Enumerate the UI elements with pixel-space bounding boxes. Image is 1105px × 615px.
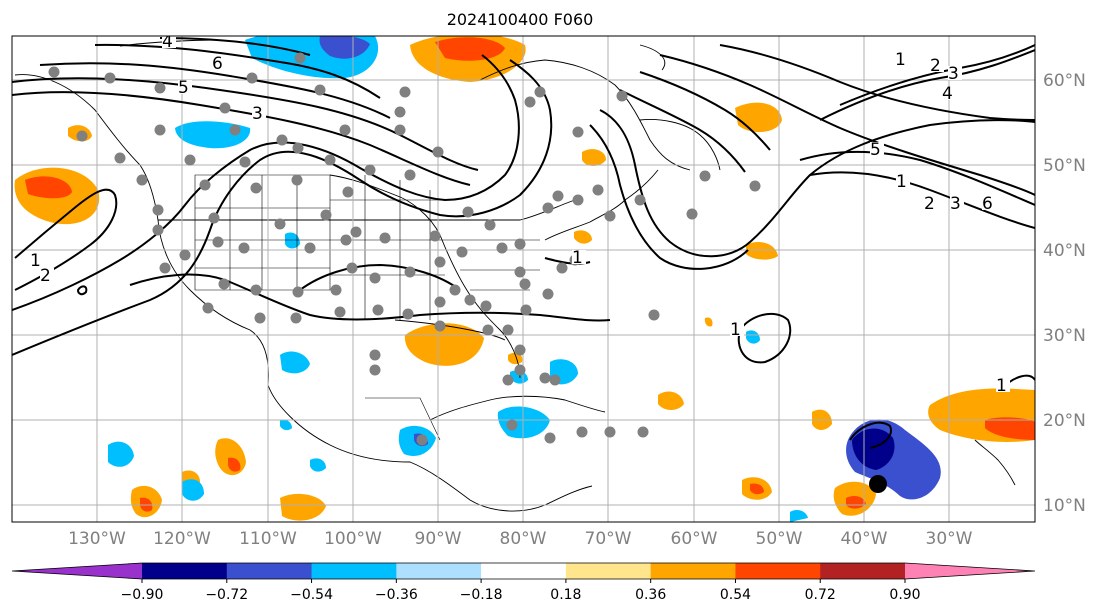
- colorbar-tick-label: −0.72: [205, 587, 248, 603]
- colorbar-tick-label: 0.54: [720, 587, 751, 603]
- lat-label: 60°N: [1043, 71, 1086, 91]
- svg-text:1: 1: [896, 172, 907, 192]
- lon-label: 90°W: [415, 529, 462, 549]
- colorbar-extend-max: [905, 563, 1035, 579]
- svg-text:2: 2: [924, 194, 935, 214]
- colorbar-segment: [226, 563, 313, 579]
- colorbar-tick-label: 0.72: [805, 587, 836, 603]
- lon-label: 40°W: [841, 529, 888, 549]
- latitude-labels: 10°N 20°N 30°N 40°N 50°N 60°N: [1043, 71, 1086, 516]
- state-borders: [194, 174, 540, 441]
- colorbar-ticks: −0.90 −0.72 −0.54 −0.36 −0.18 0.18 0.36 0.54 0.7…: [121, 579, 921, 603]
- lat-label: 40°N: [1043, 241, 1086, 261]
- svg-text:3: 3: [252, 104, 263, 124]
- svg-text:4: 4: [162, 32, 173, 52]
- colorbar-tick-label: −0.36: [375, 587, 418, 603]
- colorbar-tick-label: 0.18: [550, 587, 581, 603]
- colorbar-extend-min: [12, 563, 142, 579]
- grid-lines: [12, 36, 1035, 522]
- lon-label: 130°W: [68, 529, 126, 549]
- contour-lines: [12, 37, 1035, 449]
- colorbar-segment: [396, 563, 482, 579]
- svg-text:5: 5: [870, 140, 881, 160]
- colorbar-tick-label: 0.36: [635, 587, 666, 603]
- svg-text:4: 4: [942, 84, 953, 104]
- svg-text:2: 2: [40, 266, 51, 286]
- lon-label: 60°W: [671, 529, 718, 549]
- svg-text:1: 1: [30, 251, 41, 271]
- svg-text:1: 1: [895, 50, 906, 70]
- colorbar-segment: [481, 563, 567, 579]
- lon-label: 110°W: [239, 529, 297, 549]
- svg-text:1: 1: [996, 376, 1007, 396]
- svg-text:3: 3: [950, 194, 961, 214]
- svg-text:6: 6: [212, 54, 223, 74]
- svg-text:5: 5: [178, 78, 189, 98]
- svg-text:3: 3: [948, 64, 959, 84]
- lon-label: 30°W: [926, 529, 973, 549]
- storm-center-marker: [869, 475, 887, 493]
- colorbar-segment: [565, 563, 652, 579]
- map-border: [11, 35, 1036, 523]
- svg-text:6: 6: [982, 194, 993, 214]
- colorbar: [11, 562, 1036, 580]
- lon-label: 50°W: [756, 529, 803, 549]
- colorbar-segment: [735, 563, 821, 579]
- lat-label: 20°N: [1043, 411, 1086, 431]
- colorbar-tick-label: 0.90: [889, 587, 920, 603]
- contour-labels: 1 2 3 4 5 6 1 2 3 4 5 6 1 2: [30, 32, 1010, 396]
- map-title: 2024100400 F060: [446, 10, 594, 29]
- svg-text:2: 2: [930, 56, 941, 76]
- colorbar-segment: [820, 563, 906, 579]
- lon-label: 100°W: [324, 529, 382, 549]
- svg-text:1: 1: [730, 320, 741, 340]
- longitude-labels: 130°W 120°W 110°W 100°W 90°W 80°W 70°W 6…: [68, 529, 973, 549]
- lat-label: 50°N: [1043, 156, 1086, 176]
- lon-label: 80°W: [500, 529, 547, 549]
- lon-label: 120°W: [153, 529, 211, 549]
- colorbar-segment: [650, 563, 736, 579]
- lat-label: 10°N: [1043, 496, 1086, 516]
- colorbar-tick-label: −0.18: [460, 587, 503, 603]
- lat-label: 30°N: [1043, 326, 1086, 346]
- station-points: [48, 52, 761, 446]
- svg-text:1: 1: [572, 248, 583, 268]
- lon-label: 70°W: [585, 529, 632, 549]
- colorbar-segment: [311, 563, 397, 579]
- colorbar-tick-label: −0.54: [290, 587, 333, 603]
- colorbar-tick-label: −0.90: [121, 587, 164, 603]
- colorbar-segment: [142, 563, 228, 579]
